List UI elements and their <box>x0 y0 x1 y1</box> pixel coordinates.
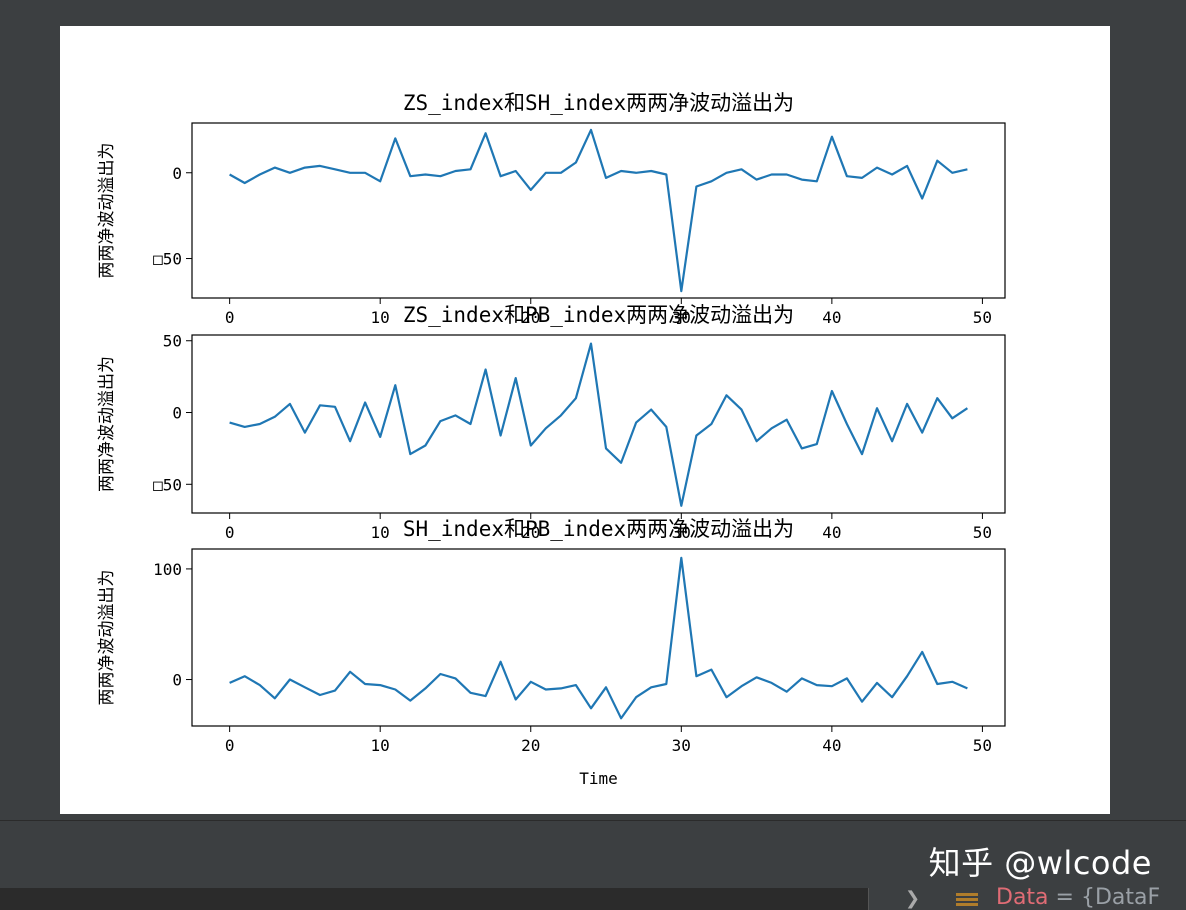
y-tick-label: □50 <box>153 250 182 269</box>
zhihu-watermark: 知乎 @wlcode <box>928 844 1152 882</box>
x-tick-label: 50 <box>973 308 992 327</box>
axes-frame <box>191 548 1006 727</box>
x-tick-label: 40 <box>822 523 841 542</box>
ide-bottom-strip <box>0 820 1186 889</box>
x-tick-label: 50 <box>973 736 992 755</box>
axes-frame <box>191 122 1006 299</box>
x-tick-label: 30 <box>672 523 691 542</box>
y-tick-label: 0 <box>172 404 182 423</box>
series-line <box>229 556 968 720</box>
x-tick-label: 30 <box>672 308 691 327</box>
matplotlib-figure: 0 10 20 30 40 50 0 □50 ZS_index和SH_index两两净波动溢出为… <box>60 26 1110 814</box>
x-tick-label: 10 <box>371 308 390 327</box>
y-tick-label: 100 <box>153 560 182 579</box>
y-axis-label: 两两净波动溢出为 <box>97 570 117 706</box>
x-tick-label: 0 <box>225 308 235 327</box>
subplot-title: ZS_index和PB_index两两净波动溢出为 <box>403 303 794 327</box>
series-line <box>229 342 969 507</box>
subplot-title: ZS_index和SH_index两两净波动溢出为 <box>403 91 794 115</box>
subplot-title: SH_index和PB_index两两净波动溢出为 <box>403 517 794 541</box>
y-tick-label: 50 <box>163 332 182 351</box>
y-tick-label: 0 <box>172 671 182 690</box>
series-line <box>229 128 968 293</box>
debug-variable-value: = {DataF <box>1048 885 1161 910</box>
x-tick-label: 40 <box>822 736 841 755</box>
x-tick-label: 10 <box>371 523 390 542</box>
y-axis-label: 两两净波动溢出为 <box>97 143 117 279</box>
x-tick-label: 20 <box>521 308 540 327</box>
axes-frame <box>191 334 1006 514</box>
x-tick-label: 30 <box>672 736 691 755</box>
x-tick-label: 40 <box>822 308 841 327</box>
debug-variable-name: Data <box>996 885 1049 910</box>
x-tick-label: 20 <box>521 523 540 542</box>
y-tick-label: 0 <box>172 164 182 183</box>
debug-variable-entry[interactable]: Data = {DataF <box>996 886 1160 910</box>
x-tick-label: 10 <box>371 736 390 755</box>
subplot-1: 0 10 20 30 40 50 0 □50 ZS_index和SH_index两两净波动溢出为… <box>97 91 1006 327</box>
subplot-2: 0 10 20 30 40 50 50 0 □50 ZS_index和PB_index两两净波动溢… <box>97 303 1006 542</box>
expand-chevron-icon[interactable]: ❯ <box>905 888 921 909</box>
dataframe-icon <box>956 893 978 907</box>
x-axis-label: Time <box>579 769 618 788</box>
debug-variables-pane <box>868 888 1186 910</box>
figure-canvas: 0 10 20 30 40 50 0 □50 ZS_index和SH_index两两净波动溢出为… <box>97 91 1006 788</box>
subplot-3: 0 10 20 30 40 501000SH_index和PB_index两两净波动溢出为… <box>97 517 1006 788</box>
y-tick-label: □50 <box>153 475 182 494</box>
x-tick-label: 0 <box>225 736 235 755</box>
x-tick-label: 0 <box>225 523 235 542</box>
x-tick-label: 20 <box>521 736 540 755</box>
x-tick-label: 50 <box>973 523 992 542</box>
y-axis-label: 两两净波动溢出为 <box>97 356 117 492</box>
